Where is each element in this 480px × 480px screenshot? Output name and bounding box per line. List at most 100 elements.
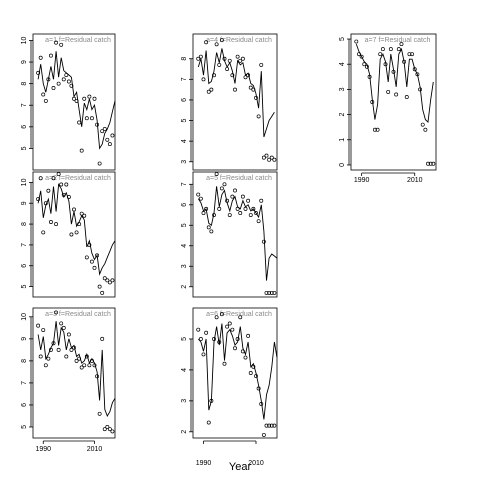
observed-point: [95, 253, 100, 258]
y-tick-label: 2: [181, 430, 188, 434]
observed-point: [219, 186, 224, 191]
observed-point: [235, 54, 240, 59]
observed-point: [59, 182, 64, 187]
y-tick-label: 9: [21, 60, 28, 64]
observed-point: [261, 432, 266, 437]
observed-point: [251, 87, 256, 92]
y-tick-label: 6: [181, 203, 188, 207]
y-tick-label: 1: [339, 138, 346, 142]
y-tick-label: 3: [339, 87, 346, 91]
y-tick-label: 7: [21, 103, 28, 107]
observed-point: [246, 73, 251, 78]
y-tick-label: 7: [21, 381, 28, 385]
observed-point: [204, 206, 209, 211]
observed-point: [92, 363, 97, 368]
y-tick-label: 8: [21, 359, 28, 363]
y-tick-label: 7: [181, 77, 188, 81]
observed-point: [97, 284, 102, 289]
observed-point: [254, 211, 258, 215]
observed-point: [272, 157, 277, 162]
fitted-line: [37, 51, 116, 150]
x-tick-label: 1990: [35, 446, 51, 453]
observed-point: [238, 211, 243, 215]
observed-point: [198, 337, 203, 341]
observed-point: [79, 211, 84, 216]
observed-point: [264, 153, 269, 158]
observed-point: [43, 201, 48, 206]
observed-point: [72, 345, 76, 350]
observed-point: [243, 75, 248, 80]
observed-point: [77, 222, 82, 227]
y-tick-label: 5: [339, 37, 346, 41]
observed-point: [196, 327, 201, 332]
observed-point: [54, 40, 59, 45]
y-tick-label: 4: [181, 244, 188, 248]
observed-point: [225, 198, 230, 203]
observed-point: [423, 127, 428, 132]
observed-point: [46, 77, 51, 82]
observed-point: [222, 56, 227, 61]
observed-point: [204, 40, 209, 45]
panel-a1: a=1 f=Residual catch 5 6 7 8 9 10: [21, 33, 116, 171]
fitted-line: [197, 186, 278, 281]
observed-point: [246, 333, 251, 338]
observed-point: [43, 98, 48, 103]
observed-point: [227, 58, 232, 63]
plot-frame: [32, 307, 116, 439]
observed-point: [51, 341, 56, 346]
observed-point: [74, 230, 79, 235]
observed-point: [418, 87, 423, 92]
panel-a5: a=5 f=Residual catch 2 3 4 5 6 7: [181, 171, 278, 298]
observed-point: [261, 155, 266, 160]
y-tick-label: 9: [21, 201, 28, 205]
observed-point: [201, 211, 206, 215]
observed-point: [420, 122, 425, 127]
observed-point: [233, 346, 237, 351]
observed-point: [259, 198, 264, 203]
observed-point: [38, 55, 43, 60]
observed-point: [396, 47, 401, 52]
y-tick-label: 0: [339, 163, 346, 167]
observed-point: [84, 116, 89, 121]
observed-point: [36, 70, 41, 75]
y-tick-label: 8: [181, 57, 188, 61]
observed-point: [100, 129, 105, 134]
plot-frame: [32, 33, 116, 171]
y-tick-label: 3: [181, 399, 188, 403]
observed-point: [222, 182, 227, 187]
observed-point: [233, 87, 237, 92]
fitted-line: [37, 321, 116, 418]
observed-point: [36, 197, 41, 202]
observed-point: [105, 137, 110, 142]
observed-point: [61, 192, 66, 197]
observed-point: [222, 361, 227, 366]
observed-point: [41, 92, 46, 97]
observed-point: [227, 213, 232, 217]
y-tick-label: 4: [181, 139, 188, 143]
observed-point: [235, 337, 240, 341]
observed-point: [227, 321, 232, 326]
observed-point: [415, 72, 420, 77]
observed-point: [41, 328, 46, 332]
observed-point: [209, 229, 214, 234]
observed-point: [212, 213, 216, 217]
y-tick-label: 3: [181, 264, 188, 268]
observed-point: [105, 278, 110, 283]
observed-point: [66, 79, 71, 84]
x-tick-label: 2010: [248, 460, 264, 467]
observed-point: [230, 73, 235, 78]
y-tick-label: 8: [21, 82, 28, 86]
observed-point: [240, 349, 245, 354]
observed-point: [74, 358, 79, 363]
observed-point: [378, 52, 383, 57]
y-tick-label: 9: [21, 337, 28, 341]
observed-point: [92, 96, 97, 101]
observed-point: [204, 330, 209, 335]
observed-point: [402, 59, 407, 64]
observed-point: [89, 259, 94, 264]
observed-point: [110, 278, 115, 283]
observed-point: [269, 155, 274, 160]
observed-point: [235, 206, 240, 211]
observed-point: [46, 356, 51, 361]
observed-point: [212, 337, 216, 341]
